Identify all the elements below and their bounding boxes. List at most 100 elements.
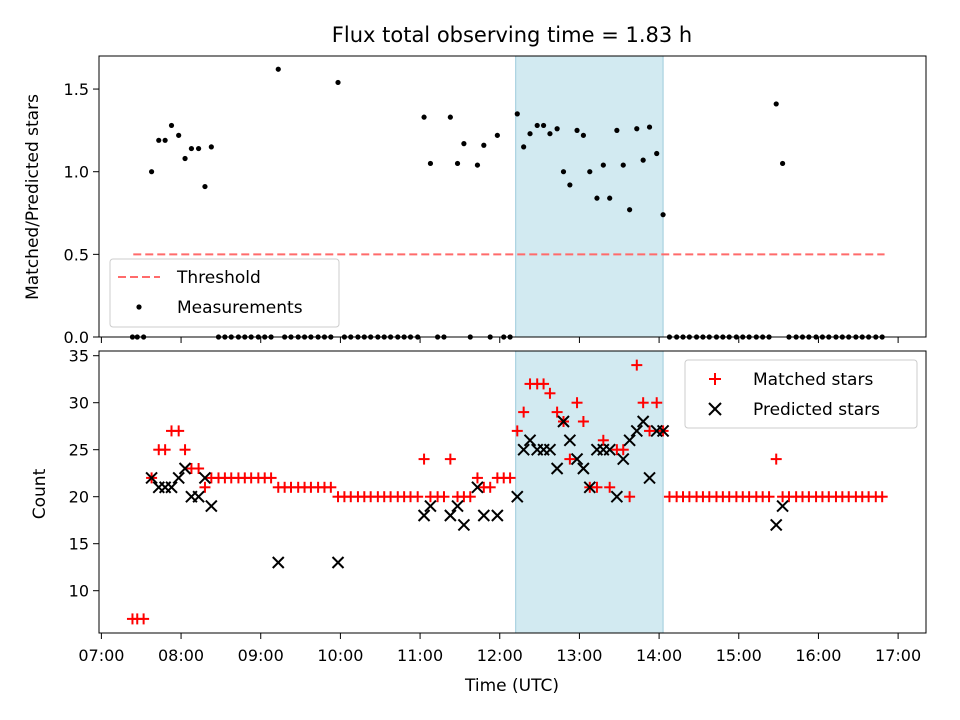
matched-star-marker	[631, 359, 643, 371]
predicted-star-marker	[656, 424, 670, 438]
predicted-star-marker	[471, 481, 484, 494]
measurement-point	[634, 126, 640, 132]
measurement-point	[600, 162, 606, 168]
matched-star-marker	[571, 397, 583, 409]
bottom-panel: 10 15 20 25 30 35 07:00 08:00 09:00 10:00 11:00 12…	[30, 347, 927, 696]
predicted-star-marker	[491, 509, 504, 522]
measurement-point	[208, 144, 214, 150]
measurement-point	[188, 145, 195, 152]
top-legend: Threshold Measurements	[109, 258, 340, 328]
measurement-point	[494, 132, 500, 138]
matched-star-marker	[444, 453, 456, 465]
matched-star-marker	[138, 613, 150, 625]
predicted-star-marker	[557, 415, 570, 428]
predicted-star-marker	[178, 462, 192, 475]
predicted-legend-marker	[708, 402, 722, 416]
bottom-y-tick-label: 10	[69, 582, 89, 601]
predicted-star-marker	[172, 471, 185, 485]
measurement-point	[660, 212, 666, 218]
measurement-point	[447, 114, 453, 120]
matched-star-marker	[471, 472, 483, 484]
top-legend-box	[109, 258, 340, 328]
x-tick-label: 07:00	[78, 646, 124, 665]
predicted-star-marker	[630, 424, 643, 438]
measurement-point	[779, 160, 786, 167]
measurement-point	[202, 183, 208, 190]
matched-star-marker	[464, 491, 476, 503]
matched-star-marker	[412, 491, 424, 503]
matched-star-marker	[604, 481, 616, 493]
predicted-star-marker	[145, 471, 158, 485]
measurement-point	[275, 66, 281, 72]
top-y-tick-label: 0.0	[64, 328, 89, 347]
matched-star-marker	[577, 416, 589, 427]
matched-star-marker	[193, 463, 205, 474]
matched-star-marker	[438, 491, 450, 503]
measurement-point	[773, 101, 779, 107]
measurement-point	[614, 127, 620, 133]
top-y-axis-label: Matched/Predicted stars	[23, 94, 43, 300]
predicted-star-marker	[477, 509, 491, 522]
predicted-star-marker	[577, 462, 590, 475]
predicted-star-marker	[550, 462, 564, 475]
bottom-y-tick-label: 15	[69, 535, 89, 554]
matched-star-marker	[644, 425, 656, 437]
matched-star-marker	[651, 397, 663, 409]
predicted-star-marker	[570, 452, 584, 466]
predicted-star-marker	[444, 509, 457, 522]
x-tick-label: 17:00	[875, 646, 921, 665]
measurement-point	[646, 124, 653, 130]
matched-star-marker	[418, 453, 430, 465]
predicted-star-marker	[563, 434, 577, 447]
predicted-star-marker	[457, 518, 471, 532]
measurement-point	[627, 207, 633, 213]
bottom-y-tick-label: 35	[69, 347, 89, 366]
measurement-point	[521, 144, 527, 150]
x-tick-label: 15:00	[716, 646, 762, 665]
x-tick-label: 10:00	[317, 646, 363, 665]
x-tick-label: 09:00	[238, 646, 284, 665]
predicted-legend-label: Predicted stars	[753, 400, 880, 420]
threshold-legend-label: Threshold	[176, 268, 261, 288]
predicted-star-marker	[617, 452, 630, 466]
predicted-star-marker	[776, 499, 789, 513]
predicted-star-marker	[511, 490, 524, 503]
matched-star-marker	[518, 406, 530, 418]
measurement-point	[335, 79, 341, 86]
matched-star-marker	[484, 481, 496, 493]
measurement-point	[580, 132, 587, 138]
matched-star-marker	[325, 481, 337, 493]
measurement-point	[607, 195, 613, 201]
predicted-star-marker	[205, 499, 218, 513]
measurement-point	[421, 114, 427, 120]
top-y-tick-label: 0.5	[64, 245, 89, 264]
predicted-star-marker	[417, 509, 431, 522]
measurement-point	[182, 155, 188, 162]
matched-star-marker	[770, 453, 782, 465]
top-shaded-interval	[515, 55, 664, 338]
top-y-tick-label: 1.5	[64, 80, 89, 99]
matched-star-marker	[504, 472, 516, 484]
measurement-point	[162, 137, 168, 143]
measurement-point	[594, 195, 600, 201]
measurement-point	[461, 141, 467, 147]
matched-star-marker	[876, 491, 888, 503]
matched-star-marker	[199, 481, 211, 493]
bottom-y-tick-label: 30	[69, 394, 89, 413]
measurement-point	[148, 169, 155, 175]
measurement-point	[514, 111, 520, 117]
matched-star-marker	[597, 434, 609, 446]
predicted-star-marker	[770, 518, 783, 532]
predicted-star-marker	[643, 471, 656, 485]
predicted-star-marker	[517, 443, 530, 456]
measurement-point	[560, 169, 567, 175]
top-panel: 0.0 0.5 1.0 1.5 Matched/Predicted stars Thr…	[23, 55, 927, 347]
measurement-point	[567, 182, 573, 188]
x-tick-label: 13:00	[556, 646, 602, 665]
measurement-point	[474, 162, 481, 168]
matched-legend-label: Matched stars	[753, 370, 873, 390]
measurement-point	[540, 122, 547, 129]
top-axes-frame	[98, 55, 927, 338]
matched-star-marker	[265, 472, 277, 484]
